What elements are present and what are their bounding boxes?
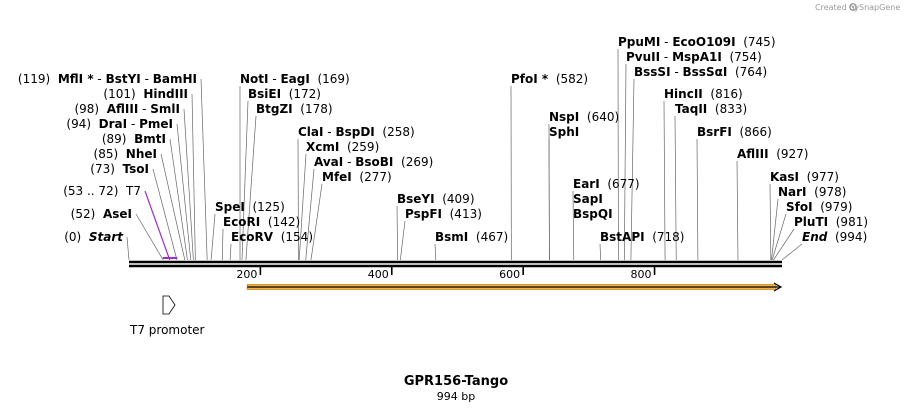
connector-nhei [160,153,186,261]
site-label-nhei: (85) NheI [94,147,157,161]
site-label-bmti: (89) BmtI [102,132,166,146]
credit-text: Created by [815,3,859,12]
connector-bseyi [396,205,399,261]
connector-bmti [169,138,188,261]
site-label-bsrfi: BsrFI (866) [697,125,772,139]
site-label-drai: (94) DraI - PmeI [66,117,173,131]
connector-tsoi [152,168,178,261]
map-subtitle: 994 bp [437,390,475,403]
connector-asei [135,213,164,261]
site-label-bsiei: BsiEI (172) [248,87,321,101]
site-label-tsoi: (73) TsoI [90,162,149,176]
connector-hincii [663,100,666,261]
site-label-bstapi: BstAPI (718) [600,230,685,244]
site-label-t7: (53 .. 72) T7 [63,184,141,198]
site-label-pfoi: PfoI * (582) [511,72,588,86]
site-label-ecorv: EcoRV (154) [231,230,313,244]
connector-nari [771,198,779,261]
connector-eari [572,190,575,261]
connector-t7 [144,190,171,261]
connector-bsiei [241,100,249,261]
connector-kasi [769,183,772,261]
site-label-kasi: KasI (977) [770,170,839,184]
orf-arrow [246,282,783,292]
site-label-pluti: PluTI (981) [794,215,868,229]
connector-btgzi [245,115,257,261]
connector-sfoi [771,213,787,261]
site-label-afliii2: AflIII (927) [737,147,809,161]
connector-mfei [310,183,323,261]
site-label-mfli: (119) MflI * - BstYI - BamHI [18,72,197,86]
t7-promoter-arrow-icon [162,295,176,315]
site-label-btgzi: BtgZI (178) [256,102,333,116]
connector-bsssi [630,78,635,261]
connector-ecorv [229,243,232,261]
site-label-asei: (52) AseI [71,207,132,221]
site-label-bspqi: BspQI [573,207,613,221]
site-label-eari: EarI (677) [573,177,640,191]
site-label-sphi: SphI [549,125,579,139]
site-label-ecori: EcoRI (142) [223,215,300,229]
connector-afliii [183,108,194,261]
connector-bsmi [434,243,437,261]
site-label-ppumi: PpuMI - EcoO109I (745) [618,35,776,49]
site-label-xcmi: XcmI (259) [306,140,379,154]
connector-bstapi [599,243,602,261]
connector-pluti [773,228,795,261]
site-label-afliii: (98) AflIII - SmlI [74,102,180,116]
ruler-label-400: 400 [368,268,389,281]
connector-ecori [221,228,224,261]
ruler: 200 400 600 800 [236,267,656,281]
site-label-bseyi: BseYI (409) [397,192,475,206]
site-label-end: End (994) [802,230,867,244]
connector-avai [305,168,315,261]
connector-xcmi [298,153,307,261]
site-label-bsmi: BsmI (467) [435,230,508,244]
connector-end [781,243,803,261]
connector-start [126,236,130,261]
site-label-noti: NotI - EagI (169) [240,72,350,86]
site-label-pspfi: PspFI (413) [405,207,482,221]
site-label-nspi: NspI (640) [549,110,619,124]
connector-bsrfi [696,138,699,261]
map-title: GPR156-Tango [404,374,508,389]
site-label-sfoi: SfoI (979) [786,200,853,214]
connector-pspfi [399,220,406,261]
site-label-mfei: MfeI (277) [322,170,392,184]
ruler-label-800: 800 [631,268,652,281]
site-label-nari: NarI (978) [778,185,846,199]
site-labels: (0) Start (52) AseI (53 .. 72) T7 (73) TsoI… [18,35,868,244]
ruler-label-200: 200 [236,268,257,281]
site-label-clai: ClaI - BspDI (258) [298,125,415,139]
credit-brand: SnapGene [859,3,900,12]
site-label-pvuii: PvuII - MspA1I (754) [626,50,762,64]
site-label-hincii: HincII (816) [664,87,743,101]
site-label-bsssi: BssSI - BssSαI (764) [634,65,767,79]
connector-hindiii [191,93,196,261]
site-label-taqii: TaqII (833) [675,102,747,116]
snapgene-logo-icon [849,3,857,11]
ruler-label-600: 600 [499,268,520,281]
site-label-hindiii: (101) HindIII [103,87,188,101]
connector-spei [210,213,216,261]
connector-drai [176,123,192,261]
site-connectors [126,48,803,261]
connector-taqii [674,115,677,261]
connector-mfli [200,78,208,261]
site-label-spei: SpeI (125) [215,200,285,214]
site-label-sapi: SapI [573,192,603,206]
connector-afliii2 [736,160,739,261]
site-label-avai: AvaI - BsoBI (269) [314,155,433,169]
connector-pvuii [623,63,627,261]
t7-promoter-label: T7 promoter [129,323,205,337]
site-label-start: (0) Start [64,230,124,244]
